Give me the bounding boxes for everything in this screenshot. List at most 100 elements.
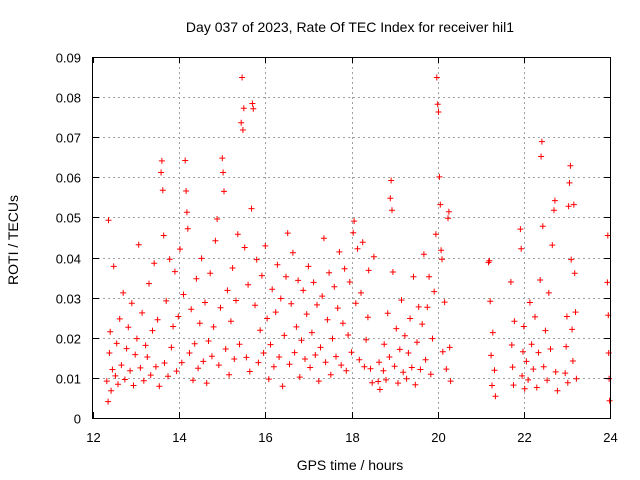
data-point bbox=[604, 232, 611, 239]
data-point bbox=[361, 363, 368, 370]
data-point bbox=[532, 313, 538, 320]
data-point bbox=[319, 293, 326, 300]
data-point bbox=[331, 283, 338, 290]
data-point bbox=[545, 289, 552, 296]
data-point bbox=[566, 179, 573, 186]
data-point bbox=[569, 326, 576, 333]
data-point bbox=[447, 378, 454, 385]
data-point bbox=[276, 354, 283, 360]
data-point bbox=[262, 242, 269, 249]
data-point bbox=[177, 246, 183, 253]
data-point bbox=[241, 244, 248, 251]
data-point bbox=[518, 245, 525, 252]
data-point bbox=[170, 323, 177, 330]
data-point bbox=[508, 342, 515, 348]
data-point bbox=[159, 187, 166, 194]
data-point bbox=[445, 215, 451, 222]
data-point bbox=[415, 303, 422, 310]
data-point bbox=[520, 348, 526, 355]
data-point bbox=[222, 346, 229, 352]
data-point bbox=[234, 231, 241, 238]
data-point bbox=[120, 289, 127, 296]
data-point bbox=[339, 320, 346, 327]
data-point bbox=[284, 230, 291, 237]
data-point bbox=[549, 242, 556, 249]
data-point bbox=[486, 257, 493, 264]
data-point bbox=[249, 100, 256, 107]
data-point bbox=[396, 346, 403, 353]
data-point bbox=[139, 309, 146, 316]
plot-frame bbox=[92, 57, 611, 419]
data-point bbox=[417, 366, 424, 373]
data-point bbox=[130, 382, 137, 389]
data-point bbox=[103, 378, 110, 385]
data-point bbox=[115, 381, 121, 388]
data-point bbox=[146, 280, 152, 287]
data-point bbox=[135, 241, 142, 248]
data-point bbox=[142, 342, 149, 349]
data-point bbox=[523, 358, 530, 365]
data-point bbox=[571, 270, 578, 277]
data-point bbox=[240, 105, 247, 112]
data-point bbox=[350, 229, 357, 236]
data-point bbox=[572, 309, 579, 316]
data-point bbox=[393, 325, 400, 332]
data-point bbox=[570, 201, 577, 208]
data-point bbox=[220, 169, 227, 176]
data-point bbox=[563, 313, 570, 320]
data-point bbox=[265, 376, 272, 383]
data-point bbox=[198, 255, 205, 262]
data-point bbox=[345, 332, 352, 338]
data-point bbox=[160, 232, 167, 239]
data-point bbox=[446, 344, 453, 351]
data-point bbox=[314, 301, 320, 308]
data-point bbox=[270, 363, 277, 370]
data-point bbox=[354, 245, 361, 252]
data-point bbox=[214, 216, 221, 222]
data-point bbox=[221, 188, 227, 195]
data-point bbox=[121, 376, 128, 383]
data-point bbox=[123, 345, 130, 352]
data-point bbox=[291, 349, 298, 356]
data-point bbox=[140, 377, 147, 384]
data-point bbox=[137, 364, 144, 371]
data-point bbox=[161, 360, 168, 366]
data-point bbox=[389, 269, 396, 275]
data-point bbox=[356, 356, 363, 363]
data-point bbox=[289, 249, 296, 256]
data-point bbox=[183, 188, 190, 194]
data-point bbox=[564, 379, 571, 386]
data-point bbox=[445, 208, 452, 215]
data-point bbox=[224, 287, 231, 294]
data-point bbox=[554, 387, 561, 394]
data-point bbox=[487, 298, 494, 305]
data-point bbox=[410, 273, 417, 280]
data-point bbox=[569, 358, 576, 364]
data-point bbox=[183, 209, 190, 216]
data-point bbox=[424, 304, 431, 311]
data-point bbox=[551, 197, 558, 204]
data-point bbox=[190, 377, 196, 384]
data-point bbox=[351, 218, 358, 225]
data-point bbox=[437, 201, 444, 208]
data-point bbox=[226, 371, 233, 378]
x-tick-label: 12 bbox=[86, 430, 100, 445]
data-point bbox=[272, 309, 279, 316]
data-point bbox=[327, 371, 334, 378]
y-tick-label: 0.09 bbox=[56, 51, 81, 66]
data-point bbox=[255, 359, 262, 366]
data-point bbox=[109, 366, 116, 373]
data-point bbox=[283, 273, 289, 280]
data-point bbox=[248, 205, 255, 212]
data-point bbox=[336, 248, 343, 255]
data-point bbox=[359, 239, 366, 246]
data-point bbox=[491, 367, 498, 374]
data-point bbox=[488, 352, 495, 359]
data-point bbox=[205, 338, 212, 344]
data-point bbox=[163, 297, 170, 304]
data-point bbox=[125, 324, 132, 331]
data-point bbox=[288, 300, 295, 307]
data-point bbox=[562, 370, 569, 377]
data-point bbox=[519, 372, 526, 379]
